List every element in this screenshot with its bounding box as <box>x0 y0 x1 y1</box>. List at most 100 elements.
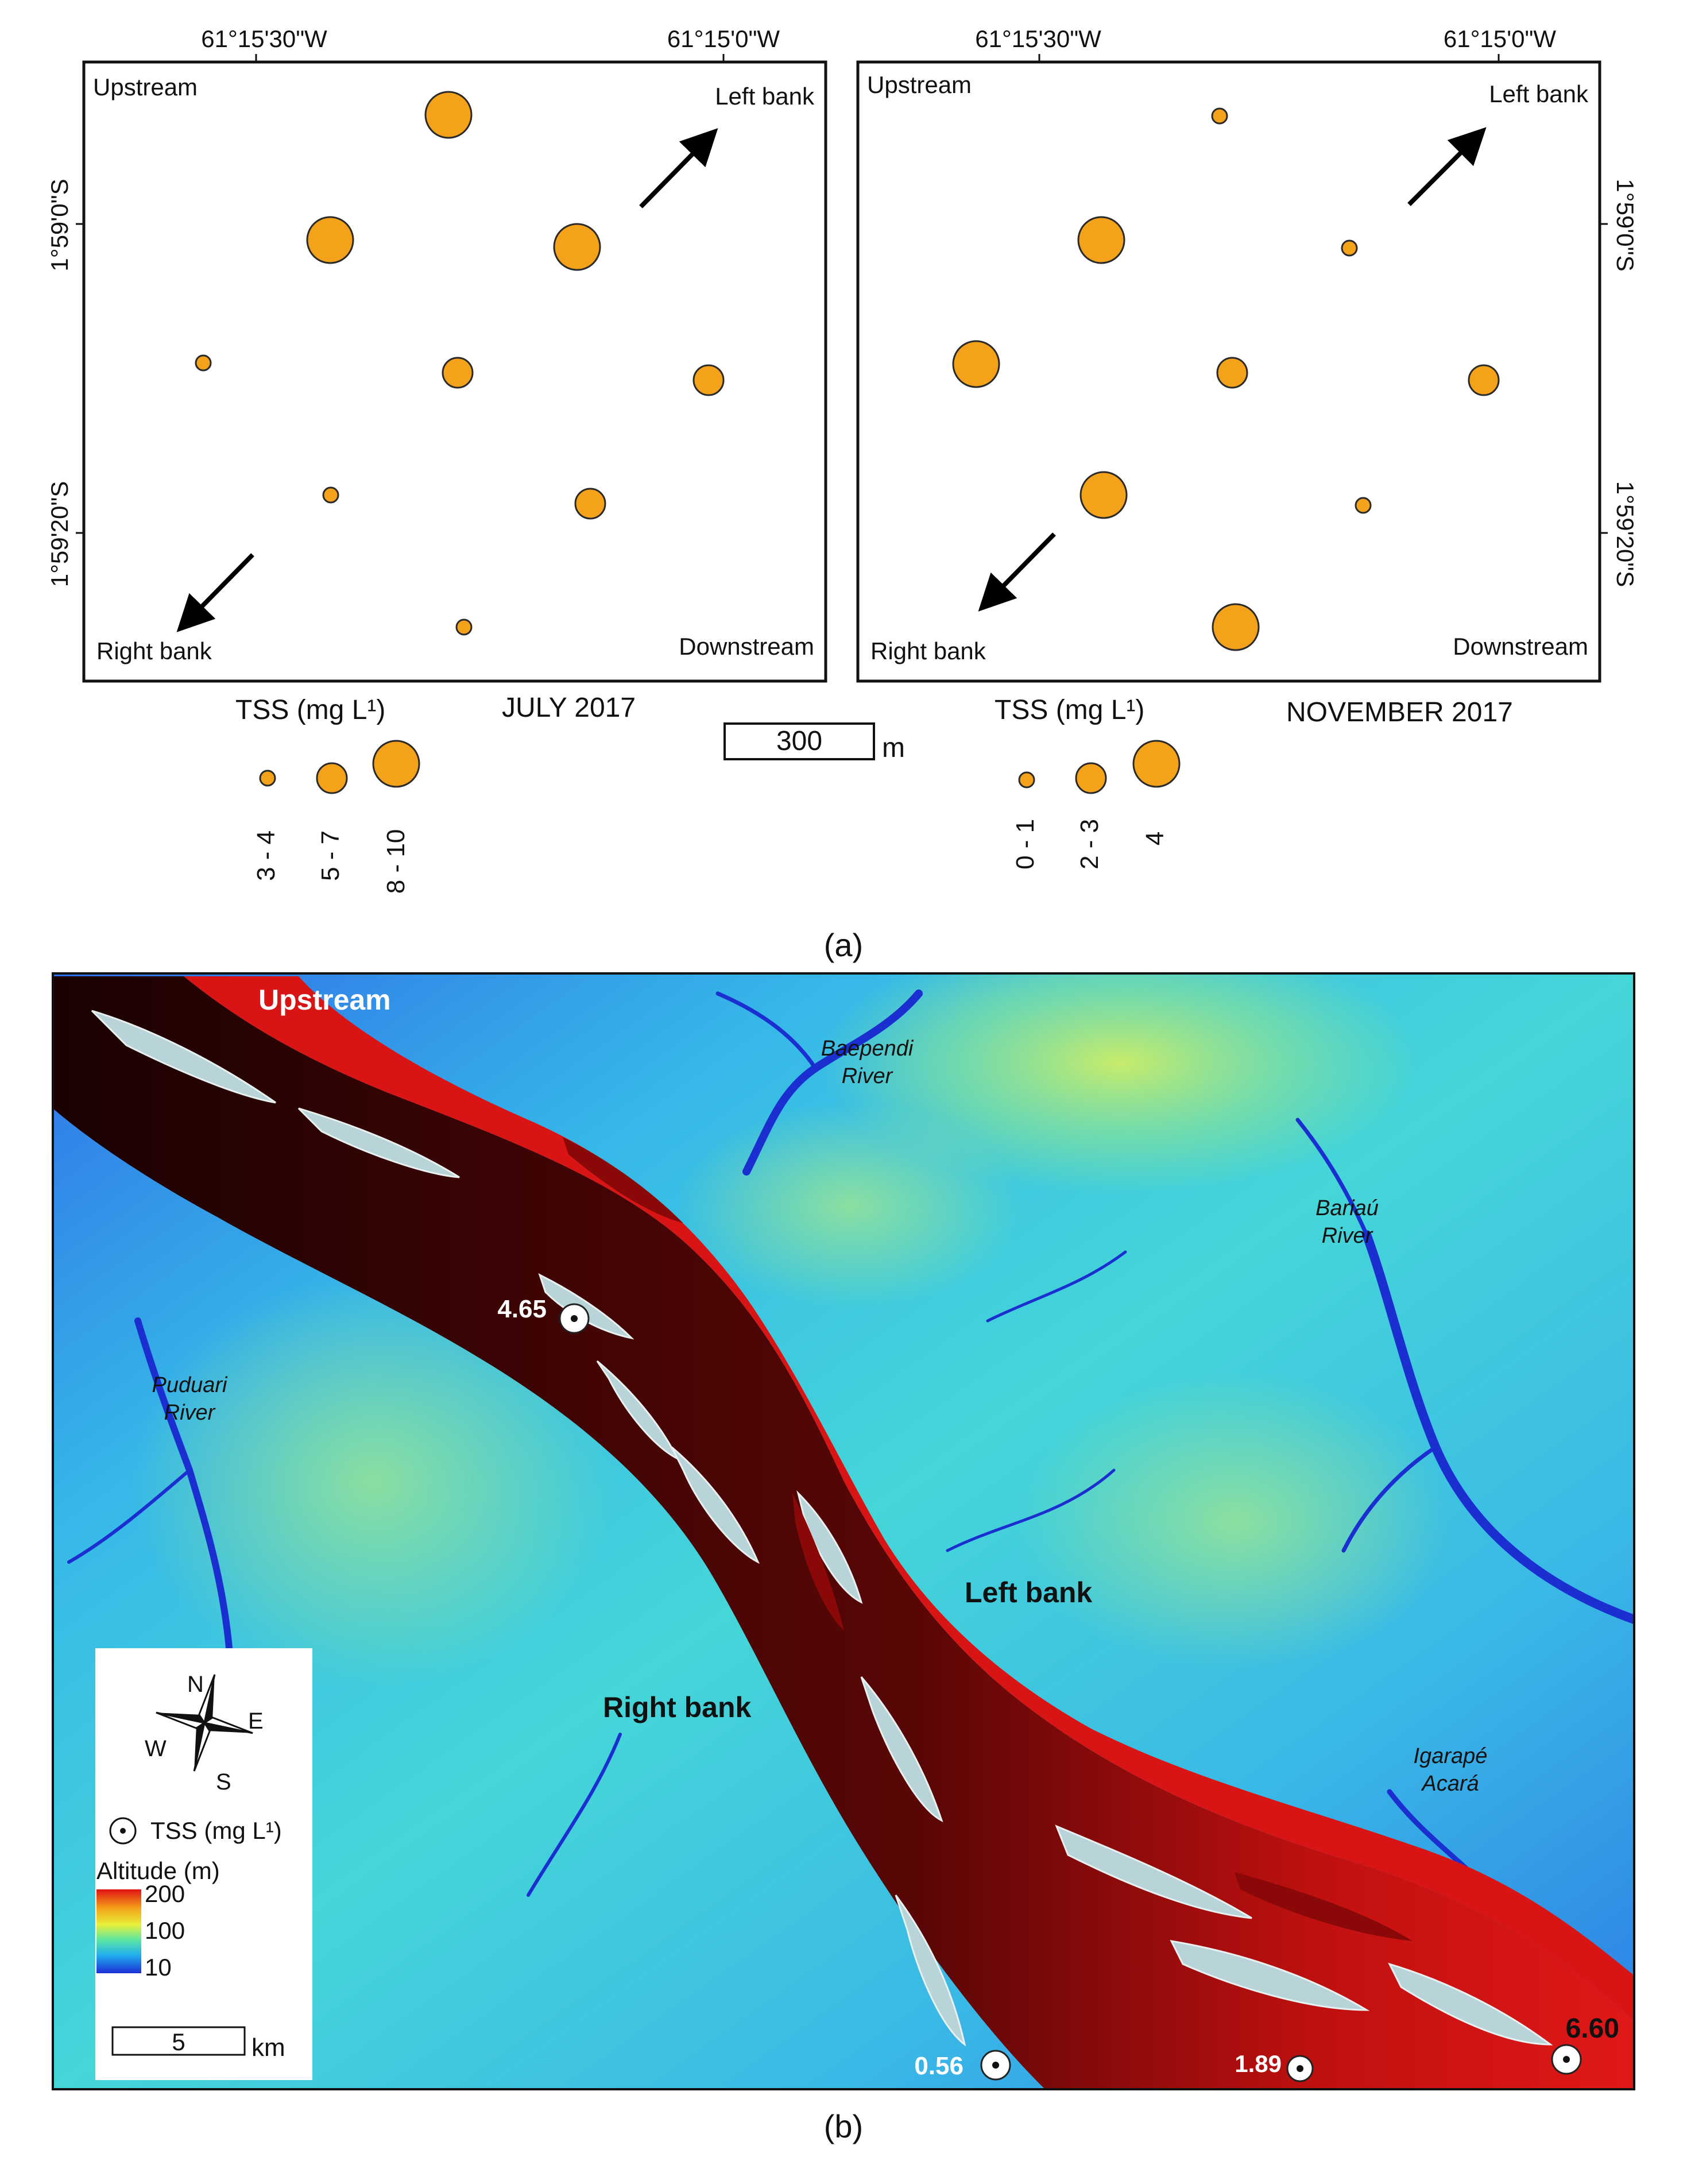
floodplain-lake <box>563 1137 683 1223</box>
lat-tick-label: 1°59'0"S <box>46 179 73 271</box>
legend-class-label: 4 <box>1141 832 1169 845</box>
island <box>895 1895 966 2047</box>
right-bank-label: Right bank <box>96 637 212 664</box>
tss-value: 6.60 <box>1566 2013 1619 2044</box>
highland-area <box>132 1275 614 1688</box>
scale-value: 300 <box>776 726 822 756</box>
river-name: River <box>1322 1224 1373 1248</box>
island <box>860 1676 943 1822</box>
tss-symbol-large <box>306 216 354 264</box>
downstream-label: Downstream <box>1453 633 1588 660</box>
lon-tick-label: 61°15'0"W <box>1444 25 1557 52</box>
tributary-channel <box>986 1250 1127 1323</box>
highland-area <box>1016 1373 1453 1671</box>
tss-symbol-medium <box>1468 364 1500 396</box>
legend-symbol-small <box>259 770 276 787</box>
floodplain-lake <box>792 1493 844 1631</box>
altitude-title: Altitude (m) <box>96 1857 220 1884</box>
tributary-channel <box>715 991 818 1070</box>
flow-arrow <box>639 128 718 208</box>
river-name: Puduari <box>152 1373 229 1397</box>
map-frame <box>52 972 1635 2090</box>
tss-symbol-large <box>1212 603 1260 651</box>
left-bank-label: Left bank <box>1489 80 1589 107</box>
legend-title: TSS (mg L¹) <box>235 695 385 725</box>
tss-point-dot <box>1297 2065 1303 2072</box>
island <box>91 1010 276 1104</box>
upstream-label: Upstream <box>93 74 198 100</box>
panel-b: 4.65 0.56 1.89 6.60 Upstream Left bank R… <box>52 972 1635 2144</box>
legend-symbol-large <box>372 740 420 788</box>
flow-arrow <box>176 553 254 632</box>
tss-point-dot <box>571 1315 578 1322</box>
compass-rose-icon <box>156 1674 253 1772</box>
lat-tick-label: 1°59'0"S <box>1612 179 1639 271</box>
legend-symbol-medium <box>316 762 348 794</box>
legend-july: TSS (mg L¹) JULY 2017 3 - 4 5 - 7 8 - 10 <box>235 693 636 894</box>
scale-bar <box>723 722 875 760</box>
highland-area <box>678 1103 1022 1309</box>
tss-symbol-large <box>1077 216 1125 264</box>
panel-caption: (a) <box>824 927 863 963</box>
legend-title: TSS (mg L¹) <box>995 695 1144 725</box>
compass-label: S <box>216 1769 231 1795</box>
tributary-channel <box>1362 1230 1634 1624</box>
scale-value: 5 <box>172 2028 185 2055</box>
month-label: NOVEMBER 2017 <box>1286 697 1513 728</box>
island <box>1170 1940 1370 2011</box>
downstream-label: Downstream <box>679 633 814 660</box>
altitude-tick: 100 <box>145 1917 185 1944</box>
tss-point-dot <box>992 2062 999 2069</box>
map-july: 61°15'30"W 61°15'0"W 1°59'0"S 1°59'20"S … <box>46 25 827 683</box>
altitude-tick: 10 <box>145 1954 172 1981</box>
tss-symbol-medium <box>1216 357 1248 389</box>
tss-value: 4.65 <box>497 1295 547 1323</box>
tss-symbol-small <box>455 619 473 636</box>
tss-value: 1.89 <box>1235 2050 1282 2077</box>
compass-label: W <box>145 1736 167 1761</box>
tributary-channel <box>527 1733 622 1897</box>
river-name: Baependi <box>821 1037 914 1061</box>
map-november: 61°15'30"W 61°15'0"W 1°59'0"S 1°59'20"S … <box>856 25 1639 683</box>
left-bank-label: Left bank <box>965 1576 1092 1609</box>
island <box>1055 1824 1252 1919</box>
flow-arrow <box>1407 127 1487 206</box>
upstream-label: Upstream <box>867 71 972 98</box>
scale-unit: km <box>251 2034 285 2062</box>
lat-tick-label: 1°59'20"S <box>46 481 73 587</box>
tributaries <box>67 989 1634 1909</box>
tss-point: 0.56 <box>914 2050 1011 2081</box>
tributary-channel <box>67 1468 191 1564</box>
tss-symbol-medium <box>442 357 474 389</box>
tss-symbol-large <box>424 91 473 139</box>
tss-symbol-medium <box>692 364 725 396</box>
legend-symbol-small <box>1018 771 1035 788</box>
tss-symbol-small <box>322 486 339 504</box>
tributary-channel <box>1295 1118 1369 1237</box>
legend-november: TSS (mg L¹) NOVEMBER 2017 0 - 1 2 - 3 4 <box>995 695 1513 869</box>
island <box>1388 1962 1553 2046</box>
tss-symbol-large <box>1079 471 1128 519</box>
legend-class-label: 8 - 10 <box>382 829 410 894</box>
tss-point: 1.89 <box>1235 2050 1314 2082</box>
flow-arrow <box>978 532 1056 612</box>
tss-symbol-small <box>1211 107 1228 125</box>
floodplain-lake <box>1235 1872 1413 1941</box>
tss-symbol-small <box>195 354 212 372</box>
compass-label: N <box>187 1672 204 1697</box>
river-name: Acará <box>1421 1772 1479 1796</box>
islands <box>91 1010 1553 2047</box>
panel-caption: (b) <box>824 2108 863 2144</box>
lat-tick-label: 1°59'20"S <box>1612 481 1639 587</box>
scale-bar <box>111 2026 246 2056</box>
river-name: Igarapé <box>1414 1744 1488 1768</box>
tss-value: 0.56 <box>914 2052 964 2080</box>
tss-symbol-large <box>952 340 1000 388</box>
tss-symbol-dot <box>120 1828 126 1834</box>
tss-symbols <box>195 91 725 636</box>
tss-point: 4.65 <box>497 1295 590 1334</box>
elevation-map: 4.65 0.56 1.89 6.60 Upstream Left bank R… <box>53 973 1634 2089</box>
altitude-color-ramp <box>96 1889 141 1973</box>
tss-point: 6.60 <box>1551 2013 1619 2075</box>
